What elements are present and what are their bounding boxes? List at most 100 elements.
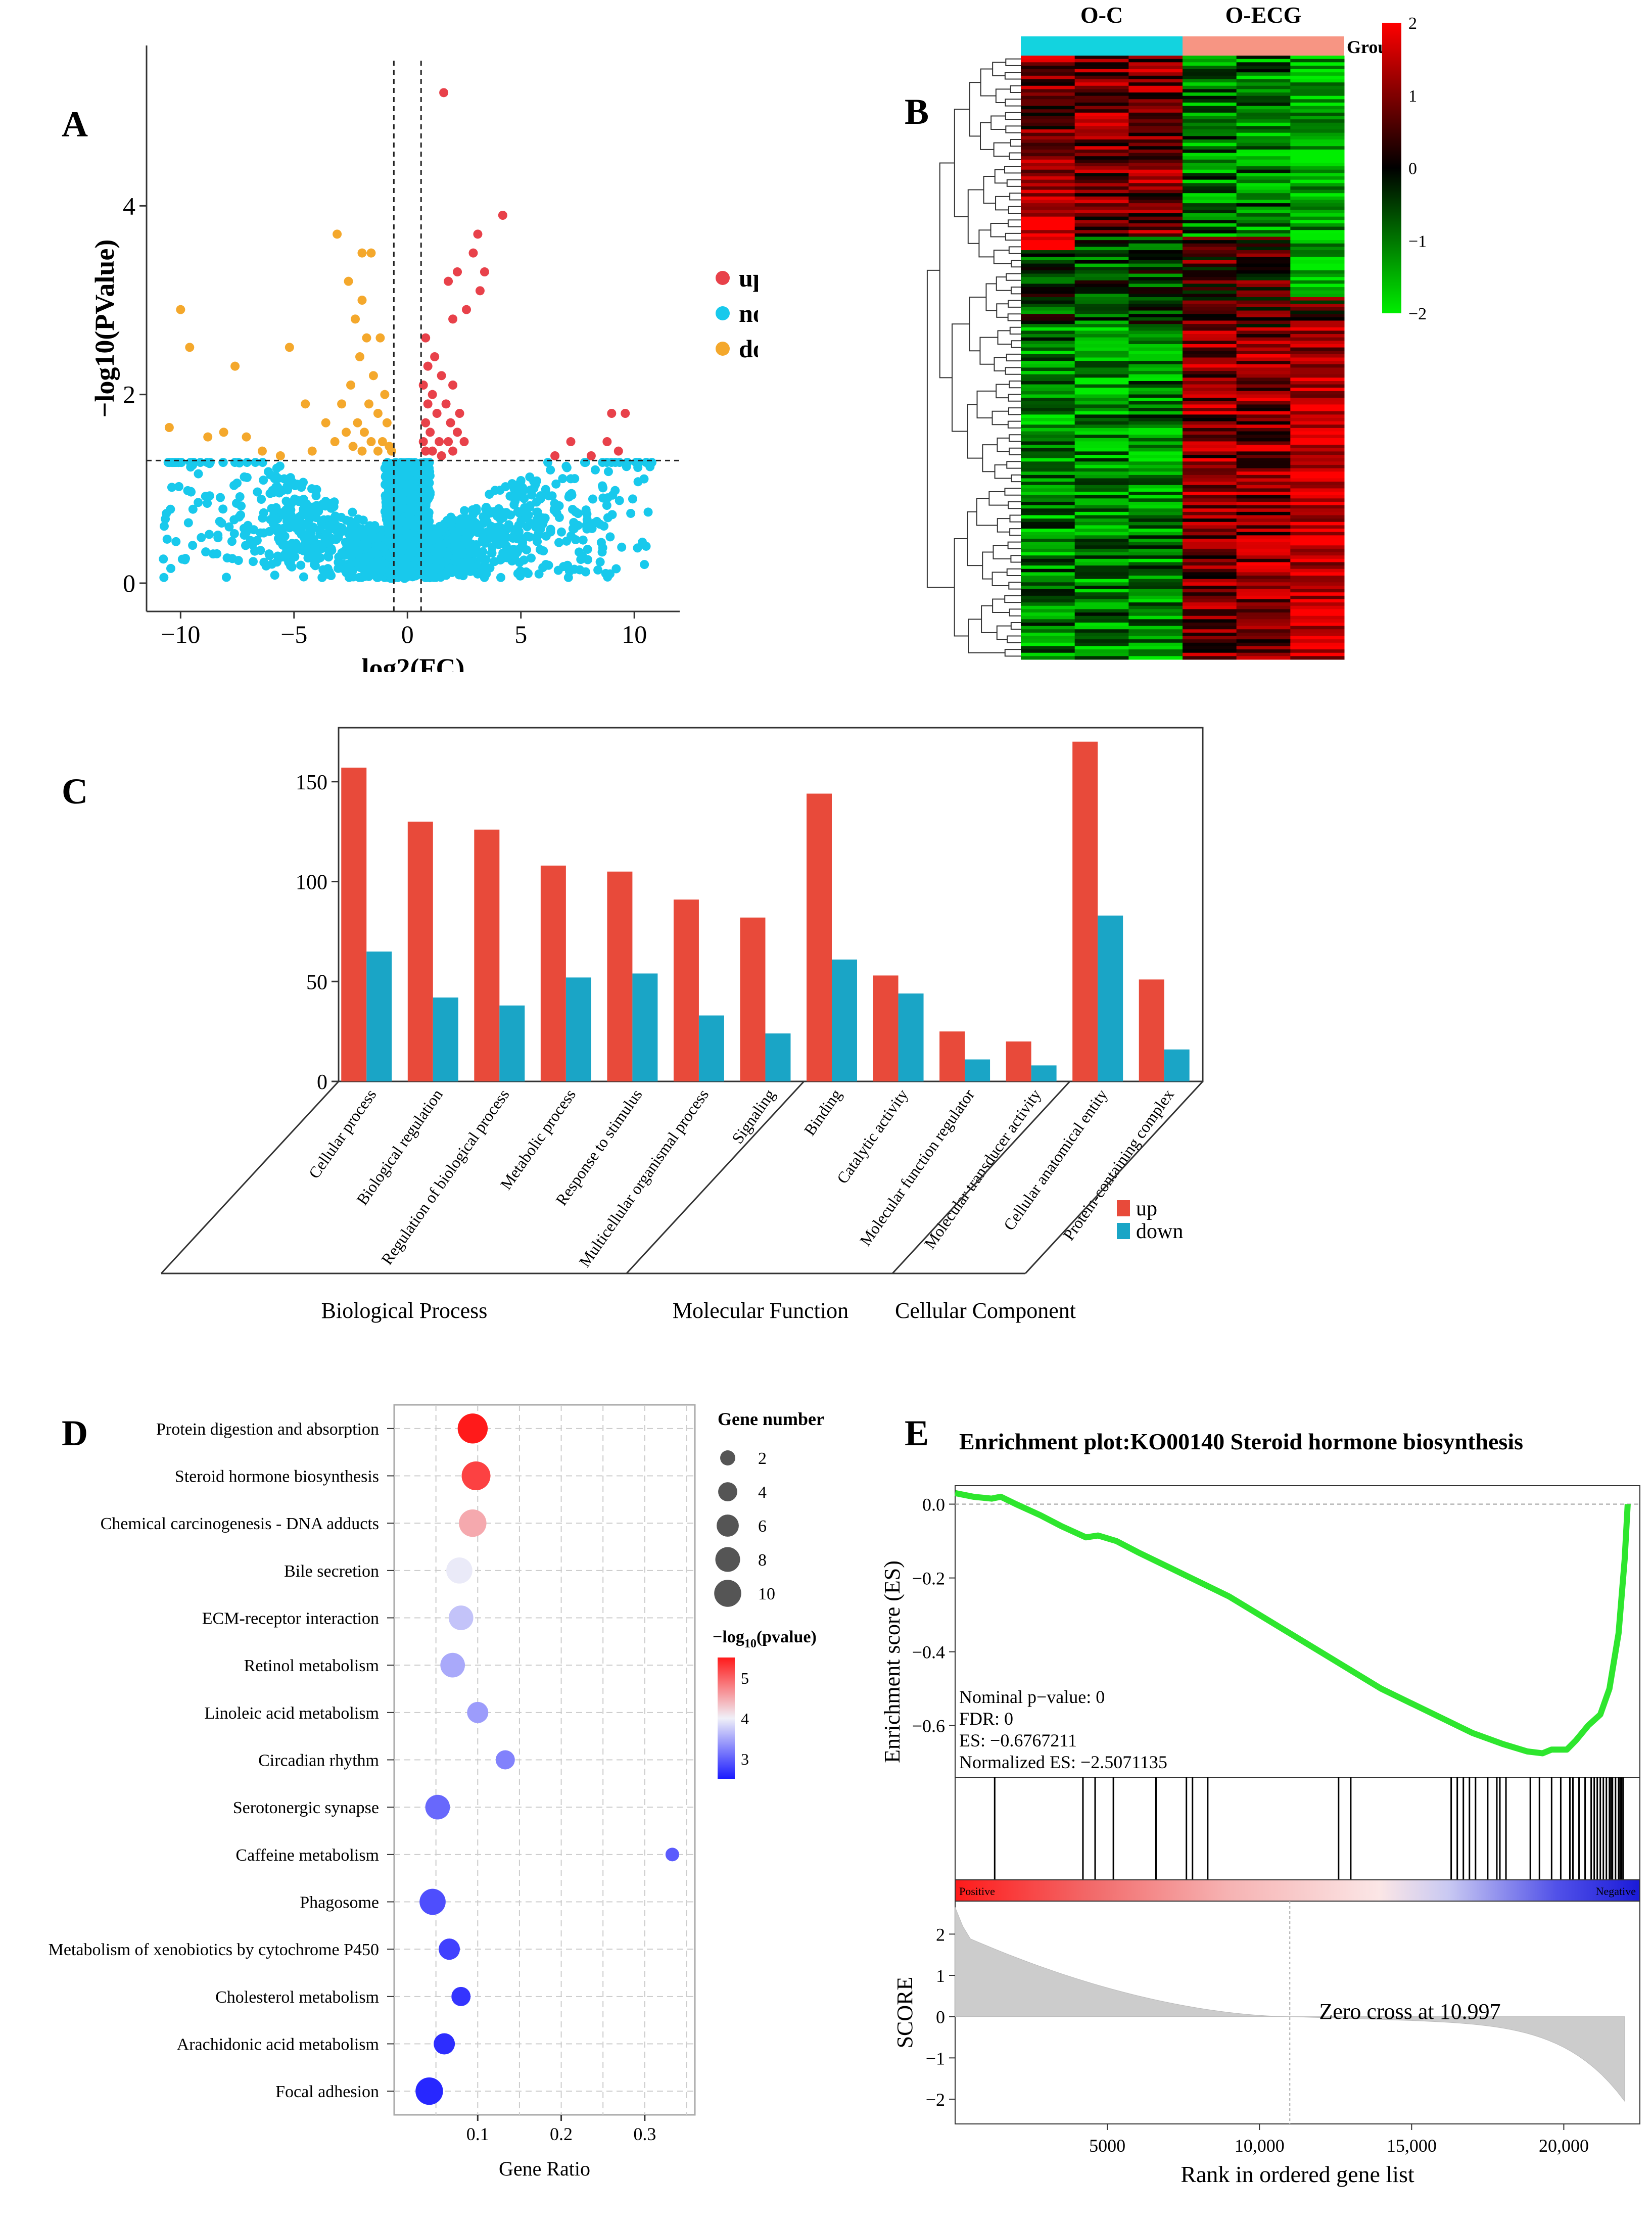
up-point: [621, 409, 630, 418]
heatmap-cell: [1021, 569, 1075, 573]
group-bracket: [626, 1080, 805, 1274]
heatmap-cell: [1074, 495, 1129, 499]
heatmap-cell: [1128, 612, 1183, 617]
heatmap-cell: [1236, 498, 1291, 502]
nodiff-point: [310, 561, 320, 571]
dendrogram-branch: [1009, 326, 1021, 335]
heatmap-cell: [1021, 267, 1075, 271]
heatmap-cell: [1183, 636, 1237, 640]
heatmap-cell: [1290, 445, 1345, 449]
nodiff-point: [516, 476, 526, 485]
heatmap-cell: [1074, 260, 1129, 264]
heatmap-cell: [1236, 622, 1291, 627]
heatmap-cell: [1290, 622, 1345, 627]
nodiff-point: [183, 518, 193, 528]
heatmap-cell: [1183, 642, 1237, 646]
dendrogram-branch: [1006, 273, 1021, 281]
nodiff-point: [522, 545, 532, 555]
heatmap-cell: [1021, 163, 1075, 167]
heatmap-cell: [1128, 542, 1183, 546]
panel-label-d: D: [62, 1413, 88, 1453]
heatmap-cell: [1290, 636, 1345, 640]
heatmap-cell: [1128, 257, 1183, 261]
heatmap-cell: [1290, 552, 1345, 556]
heatmap-cell: [1074, 364, 1129, 368]
y-tick-label: 4: [123, 192, 135, 220]
nodiff-point: [249, 525, 259, 535]
heatmap-cell: [1128, 146, 1183, 150]
heatmap-cells: [1021, 56, 1345, 660]
up-point: [448, 381, 458, 390]
heatmap-cell: [1021, 542, 1075, 546]
heatmap-cell: [1021, 166, 1075, 170]
heatmap-cell: [1021, 129, 1075, 133]
heatmap-cell: [1128, 572, 1183, 576]
heatmap-cell: [1183, 381, 1237, 385]
heatmap-cell: [1236, 79, 1291, 83]
nodiff-point: [187, 458, 197, 467]
nodiff-point: [316, 518, 326, 528]
pathway-bubble: [459, 1509, 487, 1537]
nodiff-point: [526, 485, 535, 495]
heatmap-cell: [1290, 351, 1345, 355]
nodiff-point: [315, 553, 325, 562]
heatmap-cell: [1290, 475, 1345, 479]
heatmap-cell: [1128, 210, 1183, 214]
heatmap-cell: [1183, 213, 1237, 217]
nodiff-point: [615, 496, 624, 505]
nodiff-point: [575, 565, 585, 575]
heatmap-cell: [1074, 223, 1129, 227]
heatmap-cell: [1074, 431, 1129, 435]
nodiff-point: [504, 522, 513, 532]
heatmap-cell: [1290, 210, 1345, 214]
heatmap-cell: [1128, 482, 1183, 486]
heatmap-cell: [1128, 545, 1183, 549]
nodiff-point: [299, 572, 308, 582]
heatmap-cell: [1128, 304, 1183, 308]
heatmap-cell: [1128, 85, 1183, 89]
heatmap-cell: [1074, 367, 1129, 371]
heatmap-cell: [1236, 649, 1291, 653]
dendrogram-branch: [1007, 219, 1021, 227]
heatmap-cell: [1236, 595, 1291, 599]
heatmap-cell: [1236, 414, 1291, 418]
down-point: [368, 371, 378, 381]
heatmap-cell: [1236, 290, 1291, 294]
legend-label-down: down: [739, 335, 758, 363]
heatmap-cell: [1074, 592, 1129, 596]
heatmap-cell: [1128, 642, 1183, 646]
heatmap-cell: [1183, 146, 1237, 150]
heatmap-cell: [1128, 324, 1183, 328]
bar-up: [474, 829, 500, 1081]
nodiff-point: [508, 533, 517, 543]
heatmap-cell: [1183, 183, 1237, 187]
heatmap-cell: [1074, 391, 1129, 395]
heatmap-cell: [1128, 240, 1183, 244]
heatmap-cell: [1236, 451, 1291, 455]
heatmap-cell: [1074, 82, 1129, 86]
heatmap-cell: [1128, 126, 1183, 130]
heatmap-cell: [1128, 260, 1183, 264]
nodiff-point: [498, 548, 508, 558]
dendrogram-branch: [985, 283, 997, 311]
heatmap-cell: [1074, 206, 1129, 210]
heatmap-cell: [1290, 539, 1345, 543]
heatmap-cell: [1290, 183, 1345, 187]
heatmap-cell: [1021, 398, 1075, 402]
heatmap-cell: [1290, 267, 1345, 271]
heatmap-cell: [1021, 236, 1075, 241]
heatmap-cell: [1183, 126, 1237, 130]
heatmap-cell: [1236, 193, 1291, 197]
heatmap-cell: [1074, 629, 1129, 633]
heatmap-cell: [1128, 445, 1183, 449]
heatmap-cell: [1183, 59, 1237, 63]
heatmap-cell: [1074, 548, 1129, 553]
nodiff-point: [270, 571, 279, 580]
nodiff-point: [326, 520, 336, 530]
heatmap-cell: [1074, 555, 1129, 559]
nodiff-point: [568, 524, 578, 534]
heatmap-cell: [1183, 169, 1237, 173]
heatmap-cell: [1021, 609, 1075, 613]
heatmap-cell: [1128, 89, 1183, 93]
nodiff-point: [598, 543, 607, 552]
